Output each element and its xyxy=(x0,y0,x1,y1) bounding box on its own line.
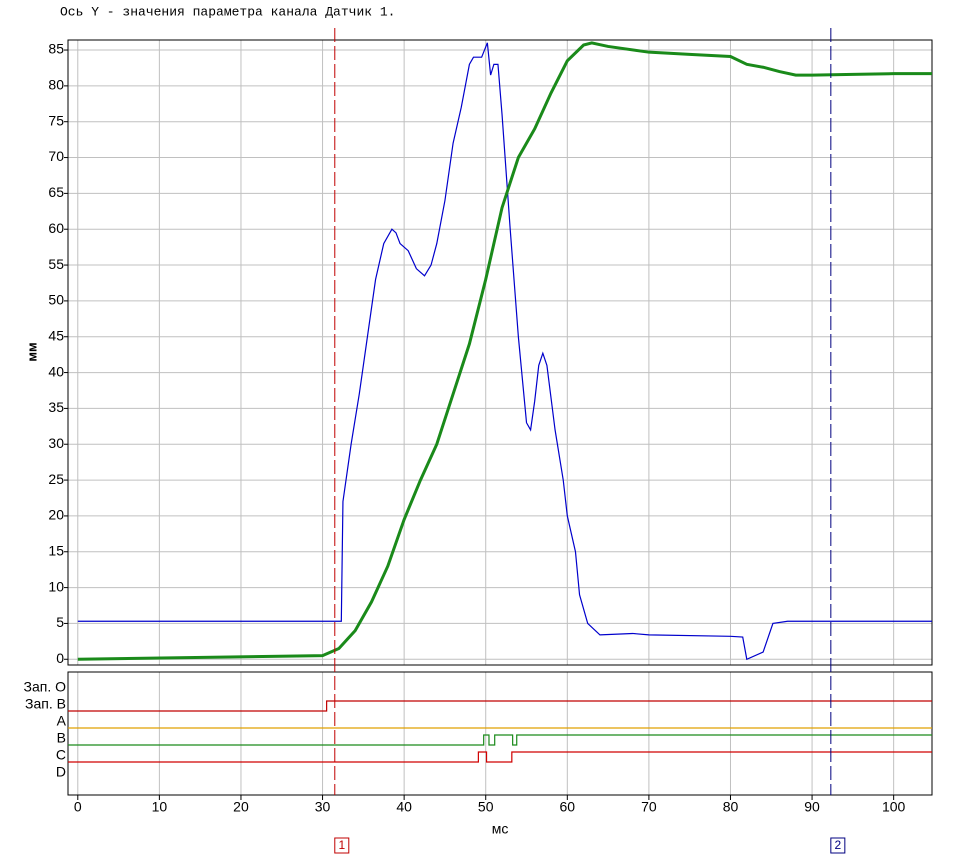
x-tick-label: 100 xyxy=(882,799,906,815)
y-tick-label: 70 xyxy=(48,148,64,164)
y-tick-label: 0 xyxy=(56,650,64,666)
y-tick-label: 55 xyxy=(48,256,64,272)
data-line xyxy=(77,42,932,661)
y-tick-label: 75 xyxy=(48,112,64,128)
y-axis-label: мм xyxy=(24,342,39,361)
digital-frame xyxy=(67,671,933,796)
x-tick-label: 40 xyxy=(396,799,412,815)
x-tick-label: 60 xyxy=(560,799,576,815)
y-tick-label: 15 xyxy=(48,542,64,558)
digital-line xyxy=(68,700,932,712)
digital-line xyxy=(68,751,932,763)
y-tick-label: 10 xyxy=(48,578,64,594)
y-tick-label: 5 xyxy=(56,614,64,630)
y-tick-label: 30 xyxy=(48,435,64,451)
x-tick-label: 70 xyxy=(641,799,657,815)
channel-label: C xyxy=(56,747,66,763)
y-tick-label: 45 xyxy=(48,327,64,343)
x-tick-label: 0 xyxy=(74,799,82,815)
channel-label: A xyxy=(57,713,67,729)
x-tick-label: 90 xyxy=(804,799,820,815)
x-tick-label: 10 xyxy=(152,799,168,815)
plot-frame xyxy=(67,39,933,666)
data-line xyxy=(77,41,932,661)
cursor-label: 1 xyxy=(338,838,345,852)
channel-label: Зап. O xyxy=(24,679,67,695)
cursor-box xyxy=(830,837,846,854)
y-tick-label: 85 xyxy=(48,41,64,57)
x-tick-label: 50 xyxy=(478,799,494,815)
x-tick-label: 80 xyxy=(723,799,739,815)
cursor-box xyxy=(334,837,350,854)
y-tick-label: 60 xyxy=(48,220,64,236)
y-tick-label: 40 xyxy=(48,363,64,379)
chart-title: Ось Y - значения параметра канала Датчик… xyxy=(60,4,395,19)
y-tick-label: 20 xyxy=(48,507,64,523)
y-tick-label: 25 xyxy=(48,471,64,487)
cursor-label: 2 xyxy=(834,838,841,852)
y-tick-label: 35 xyxy=(48,399,64,415)
x-tick-label: 20 xyxy=(233,799,249,815)
y-tick-label: 65 xyxy=(48,184,64,200)
y-tick-label: 80 xyxy=(48,77,64,93)
channel-label: D xyxy=(56,764,66,780)
channel-label: B xyxy=(57,730,66,746)
y-tick-label: 50 xyxy=(48,292,64,308)
x-axis-label: мс xyxy=(492,821,509,837)
channel-label: Зап. B xyxy=(25,696,66,712)
x-tick-label: 30 xyxy=(315,799,331,815)
digital-line xyxy=(68,734,932,746)
